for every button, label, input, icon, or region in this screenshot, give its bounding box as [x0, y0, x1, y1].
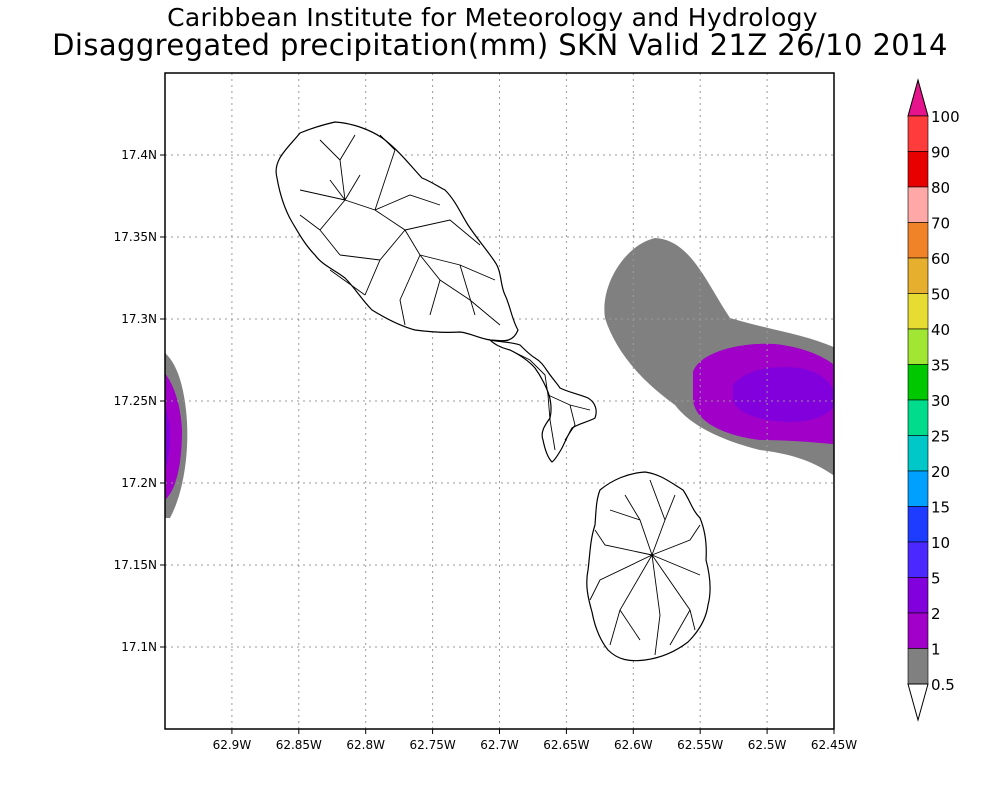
rain-area-west-2mm [165, 373, 182, 500]
x-tick-label: 62.7W [480, 738, 519, 752]
legend-swatch [907, 222, 929, 259]
title-line-1: Caribbean Institute for Meteorology and … [167, 3, 818, 32]
x-tick-label: 62.75W [409, 738, 455, 752]
legend-label: 50 [931, 286, 950, 304]
legend-label: 100 [931, 108, 960, 126]
map-axes: 62.9W 62.85W 62.8W 62.75W 62.7W 62.65W 62.6W 62… [114, 148, 858, 752]
legend-label: 15 [931, 499, 950, 517]
x-tick-label: 62.45W [811, 738, 857, 752]
legend-swatch [907, 612, 929, 649]
legend-top-arrow [907, 78, 929, 117]
x-tick-label: 62.6W [614, 738, 653, 752]
x-tick-label: 62.85W [276, 738, 322, 752]
legend-label: 70 [931, 215, 950, 233]
legend-swatch [907, 328, 929, 365]
rain-area-east-5mm [733, 367, 834, 422]
precipitation-fields [165, 238, 834, 518]
x-tick-label: 62.65W [543, 738, 589, 752]
x-tick-label: 62.8W [346, 738, 385, 752]
legend-swatch [907, 470, 929, 507]
legend-label: 1 [931, 641, 941, 659]
x-tick-label: 62.55W [677, 738, 723, 752]
y-tick-label: 17.2N [121, 476, 157, 490]
nevis-island [586, 471, 711, 662]
legend-label: 40 [931, 321, 950, 339]
y-tick-label: 17.1N [121, 640, 157, 654]
legend-label: 25 [931, 428, 950, 446]
y-tick-label: 17.4N [121, 148, 157, 162]
legend-swatch [907, 151, 929, 188]
legend-bottom-arrow [907, 683, 929, 722]
legend-label: 2 [931, 605, 941, 623]
legend-swatch [907, 648, 929, 685]
legend-swatch [907, 399, 929, 436]
rain-area-west-5mm [165, 405, 171, 471]
x-tick-label: 62.9W [213, 738, 252, 752]
legend-label: 90 [931, 144, 950, 162]
legend-label: 5 [931, 570, 941, 588]
y-tick-label: 17.35N [114, 230, 157, 244]
legend-label: 20 [931, 463, 950, 481]
legend-swatch [907, 577, 929, 614]
legend-swatch [907, 293, 929, 330]
title-line-2: Disaggregated precipitation(mm) SKN Vali… [52, 28, 948, 62]
legend-label: 30 [931, 392, 950, 410]
y-tick-label: 17.25N [114, 394, 157, 408]
legend-swatch [907, 115, 929, 152]
legend-swatch [907, 506, 929, 543]
y-tick-label: 17.3N [121, 312, 157, 326]
legend-swatch [907, 541, 929, 578]
y-tick-label: 17.15N [114, 558, 157, 572]
x-tick-label: 62.5W [748, 738, 787, 752]
legend-swatch [907, 257, 929, 294]
legend-swatch [907, 364, 929, 401]
legend-label: 35 [931, 357, 950, 375]
st-kitts-island [275, 121, 597, 463]
legend-swatch [907, 186, 929, 223]
legend-label: 10 [931, 534, 950, 552]
legend-label: 80 [931, 179, 950, 197]
color-legend: 100 90 80 70 60 50 40 35 30 25 20 15 10 5 2 1 0.5 [907, 78, 960, 722]
legend-swatch [907, 435, 929, 472]
legend-label: 0.5 [931, 676, 955, 694]
legend-label: 60 [931, 250, 950, 268]
